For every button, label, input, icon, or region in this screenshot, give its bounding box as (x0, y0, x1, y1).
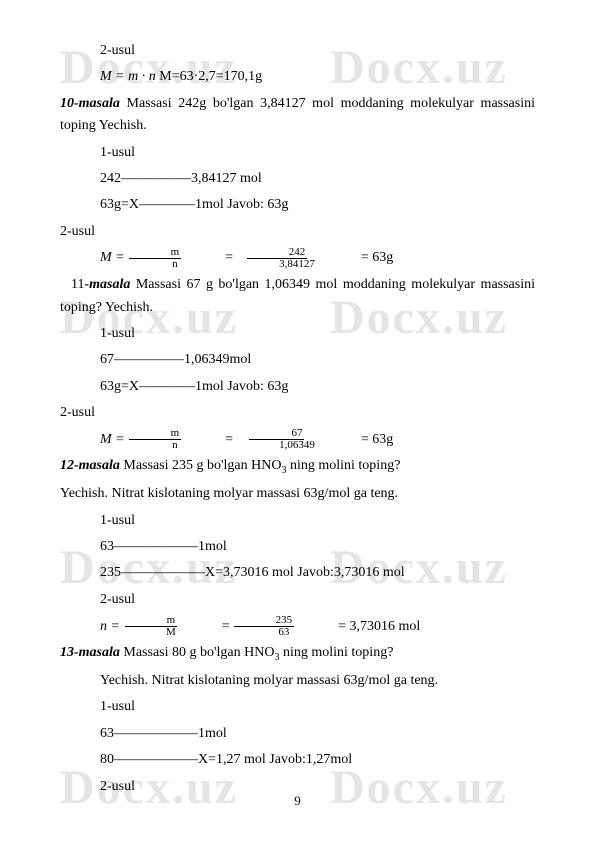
problem-text: ning molini toping? (286, 458, 400, 473)
denominator: n (130, 259, 180, 270)
text-line: 2-usul (60, 589, 535, 611)
formula-var: n = (60, 616, 120, 638)
result: = 3,73016 mol (298, 616, 420, 638)
problem-label: 10-masala (60, 96, 120, 111)
text-line: 2-usul (60, 221, 535, 243)
fraction: m n (129, 247, 182, 270)
equals: = (185, 429, 233, 451)
result: = 63g (321, 429, 393, 451)
text-line: 63g=X————1mol Javob: 63g (60, 376, 535, 398)
denominator: 1,06349 (237, 440, 317, 451)
formula-line: M = m n = 67 1,06349 = 63g (60, 428, 535, 451)
denominator: n (130, 440, 180, 451)
text-line: Yechish. Nitrat kislotaning molyar massa… (60, 483, 535, 505)
denominator: 63 (236, 627, 291, 638)
problem-text: Massasi 242g bo'lgan 3,84127 mol moddani… (60, 96, 535, 133)
problem-11: 11-masala Massasi 67 g bo'lgan 1,06349 m… (60, 274, 535, 319)
formula-var: M = (60, 247, 125, 269)
formula-var: M = (60, 429, 125, 451)
text-line: 67—————1,06349mol (60, 349, 535, 371)
text: M=63·2,7=170,1g (156, 69, 262, 84)
fraction: 67 1,06349 (237, 428, 317, 451)
text-line: Yechish. Nitrat kislotaning molyar massa… (60, 670, 535, 692)
fraction: 242 3,84127 (237, 247, 317, 270)
problem-text: Massasi 235 g bo'lgan HNO (120, 458, 282, 473)
fraction: 235 63 (234, 615, 295, 638)
denominator: 3,84127 (237, 259, 317, 270)
problem-10: 10-masala Massasi 242g bo'lgan 3,84127 m… (60, 93, 535, 138)
formula-line: M = m · n M=63·2,7=170,1g (60, 66, 535, 88)
problem-number: 11 (71, 277, 84, 292)
problem-text: Massasi 80 g bo'lgan HNO (120, 645, 275, 660)
text-line: 235——————X=3,73016 mol Javob:3,73016 mol (60, 562, 535, 584)
text-line: 80——————X=1,27 mol Javob:1,27mol (60, 749, 535, 771)
text-line: 1-usul (60, 510, 535, 532)
text-line: 1-usul (60, 323, 535, 345)
equals: = (182, 616, 230, 638)
problem-13: 13-masala Massasi 80 g bo'lgan HNO3 ning… (60, 642, 535, 666)
problem-text: ning molini toping? (279, 645, 393, 660)
problem-label: -masala (84, 277, 130, 292)
text-line: 2-usul (60, 776, 535, 798)
problem-label: 12-masala (60, 458, 120, 473)
result: = 63g (321, 247, 393, 269)
document-content: 2-usul M = m · n M=63·2,7=170,1g 10-masa… (60, 40, 535, 798)
text-line: 2-usul (60, 402, 535, 424)
fraction: m n (129, 428, 182, 451)
text-line: 242—————3,84127 mol (60, 168, 535, 190)
fraction: m M (124, 615, 178, 638)
text-line: 1-usul (60, 142, 535, 164)
text-line: 63——————1mol (60, 536, 535, 558)
text-line: 63——————1mol (60, 723, 535, 745)
text-line: 1-usul (60, 696, 535, 718)
formula-line: n = m M = 235 63 = 3,73016 mol (60, 615, 535, 638)
denominator: M (124, 627, 178, 638)
formula: M = m · n (100, 69, 156, 84)
problem-text: Massasi 67 g bo'lgan 1,06349 mol moddani… (60, 277, 535, 314)
problem-label: 13-masala (60, 645, 120, 660)
text-line: 2-usul (60, 40, 535, 62)
problem-12: 12-masala Massasi 235 g bo'lgan HNO3 nin… (60, 455, 535, 479)
equals: = (185, 247, 233, 269)
text-line: 63g=X————1mol Javob: 63g (60, 194, 535, 216)
formula-line: M = m n = 242 3,84127 = 63g (60, 247, 535, 270)
